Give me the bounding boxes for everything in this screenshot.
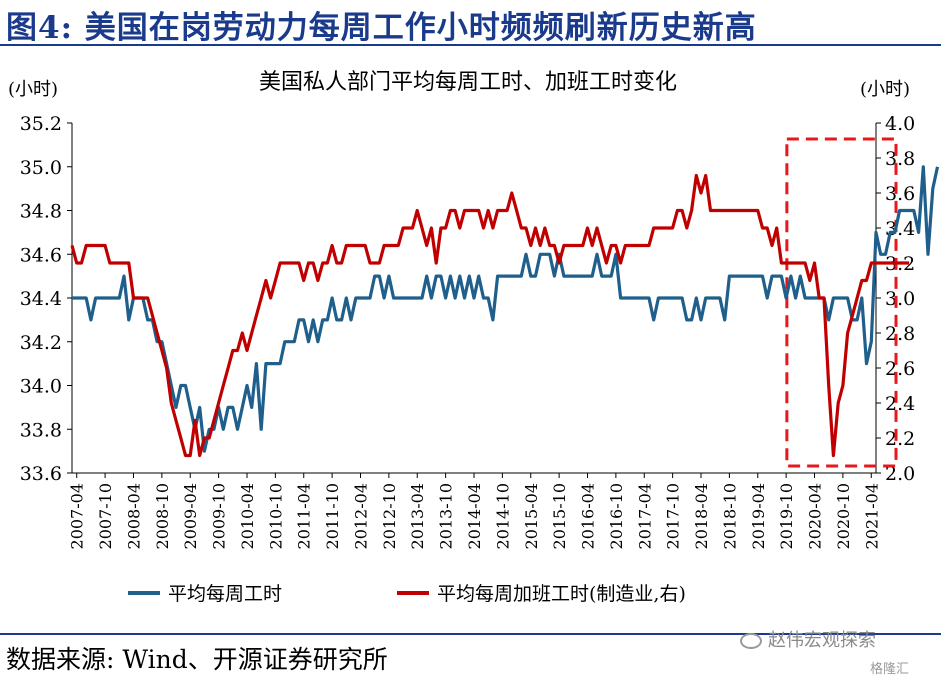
x-tick-label: 2019-10: [777, 483, 796, 549]
x-tick-label: 2013-10: [437, 483, 456, 549]
y-right-tick-label: 4.0: [885, 113, 915, 135]
y-left-tick-label: 34.6: [20, 244, 62, 266]
y-right-tick-label: 3.0: [885, 288, 915, 310]
x-tick-label: 2007-10: [96, 483, 115, 549]
source-note: 数据来源: Wind、开源证券研究所: [6, 645, 388, 674]
y-left-tick-label: 35.2: [20, 113, 62, 135]
y-right-tick-label: 2.0: [885, 463, 915, 485]
x-tick-label: 2020-10: [834, 483, 853, 549]
series-lines: [70, 165, 940, 458]
footer-rule: [0, 633, 941, 635]
watermark-small: 格隆汇: [870, 662, 910, 677]
watermark-text: 赵伟宏观探索: [768, 630, 876, 651]
x-tick-label: 2019-04: [749, 483, 768, 549]
x-tick-label: 2009-04: [181, 483, 200, 549]
wechat-icon: [740, 633, 762, 649]
y-left-tick-label: 33.8: [20, 419, 62, 441]
x-tick-label: 2016-04: [579, 483, 598, 549]
x-tick-label: 2017-10: [664, 483, 683, 549]
x-tick-label: 2018-04: [692, 483, 711, 549]
y-right-tick-label: 2.6: [885, 358, 915, 380]
x-tick-label: 2015-10: [550, 483, 569, 549]
y-left-unit: (小时): [8, 79, 58, 100]
y-right-tick-label: 2.4: [885, 393, 915, 415]
y-left-tick-label: 34.8: [20, 201, 62, 223]
watermark: 赵伟宏观探索: [740, 626, 876, 652]
x-tick-label: 2014-04: [465, 483, 484, 549]
series-line-avg-hours: [72, 165, 940, 453]
figure-title: 图4: 美国在岗劳动力每周工作小时频频刷新历史新高: [6, 10, 757, 46]
figure-header: 图4: 美国在岗劳动力每周工作小时频频刷新历史新高: [0, 0, 941, 46]
y-right-tick-label: 3.4: [885, 218, 915, 240]
x-tick-label: 2009-10: [210, 483, 229, 549]
y-left-tick-label: 35.0: [20, 157, 62, 179]
legend-label-avg-hours: 平均每周工时: [168, 583, 282, 605]
x-tick-label: 2008-04: [124, 483, 143, 549]
x-tick-label: 2010-04: [238, 483, 257, 549]
x-tick-label: 2016-10: [607, 483, 626, 549]
series-line-overtime: [70, 173, 910, 458]
x-tick-label: 2012-04: [351, 483, 370, 549]
header-rule: [0, 44, 941, 46]
legend-label-overtime: 平均每周加班工时(制造业,右): [437, 583, 686, 605]
x-tick-label: 2012-10: [380, 483, 399, 549]
y-right-tick-label: 3.6: [885, 183, 915, 205]
y-right-tick-label: 2.8: [885, 323, 915, 345]
x-tick-label: 2013-04: [408, 483, 427, 549]
y-left-tick-label: 34.2: [20, 332, 62, 354]
x-tick-label: 2020-04: [806, 483, 825, 549]
x-tick-label: 2021-04: [862, 483, 881, 549]
x-tick-label: 2007-04: [68, 483, 87, 549]
y-left-tick-label: 33.6: [20, 463, 62, 485]
x-tick-label: 2018-10: [720, 483, 739, 549]
y-right-unit: (小时): [860, 79, 910, 100]
x-tick-label: 2015-04: [522, 483, 541, 549]
y-right-tick-label: 3.8: [885, 148, 915, 170]
y-right-tick-label: 2.2: [885, 428, 915, 450]
x-tick-label: 2011-10: [323, 483, 342, 549]
x-tick-label: 2010-10: [266, 483, 285, 549]
x-tick-label: 2011-04: [295, 483, 314, 549]
highlight-rect: [785, 137, 898, 468]
x-tick-label: 2014-10: [493, 483, 512, 549]
chart-title: 美国私人部门平均每周工时、加班工时变化: [259, 70, 677, 95]
highlight-box: [785, 137, 898, 468]
x-tick-label: 2017-04: [635, 483, 654, 549]
y-left-tick-label: 34.4: [20, 288, 62, 310]
y-left-tick-label: 34.0: [20, 376, 62, 398]
tick-labels: 33.633.834.034.234.434.634.835.035.22.02…: [20, 113, 916, 549]
axes: [67, 122, 881, 478]
line-chart: 美国私人部门平均每周工时、加班工时变化 (小时) (小时) 33.6 33.8 34…: [8, 70, 940, 605]
x-tick-label: 2008-10: [153, 483, 172, 549]
legend: 平均每周工时 平均每周加班工时(制造业,右): [128, 583, 686, 605]
